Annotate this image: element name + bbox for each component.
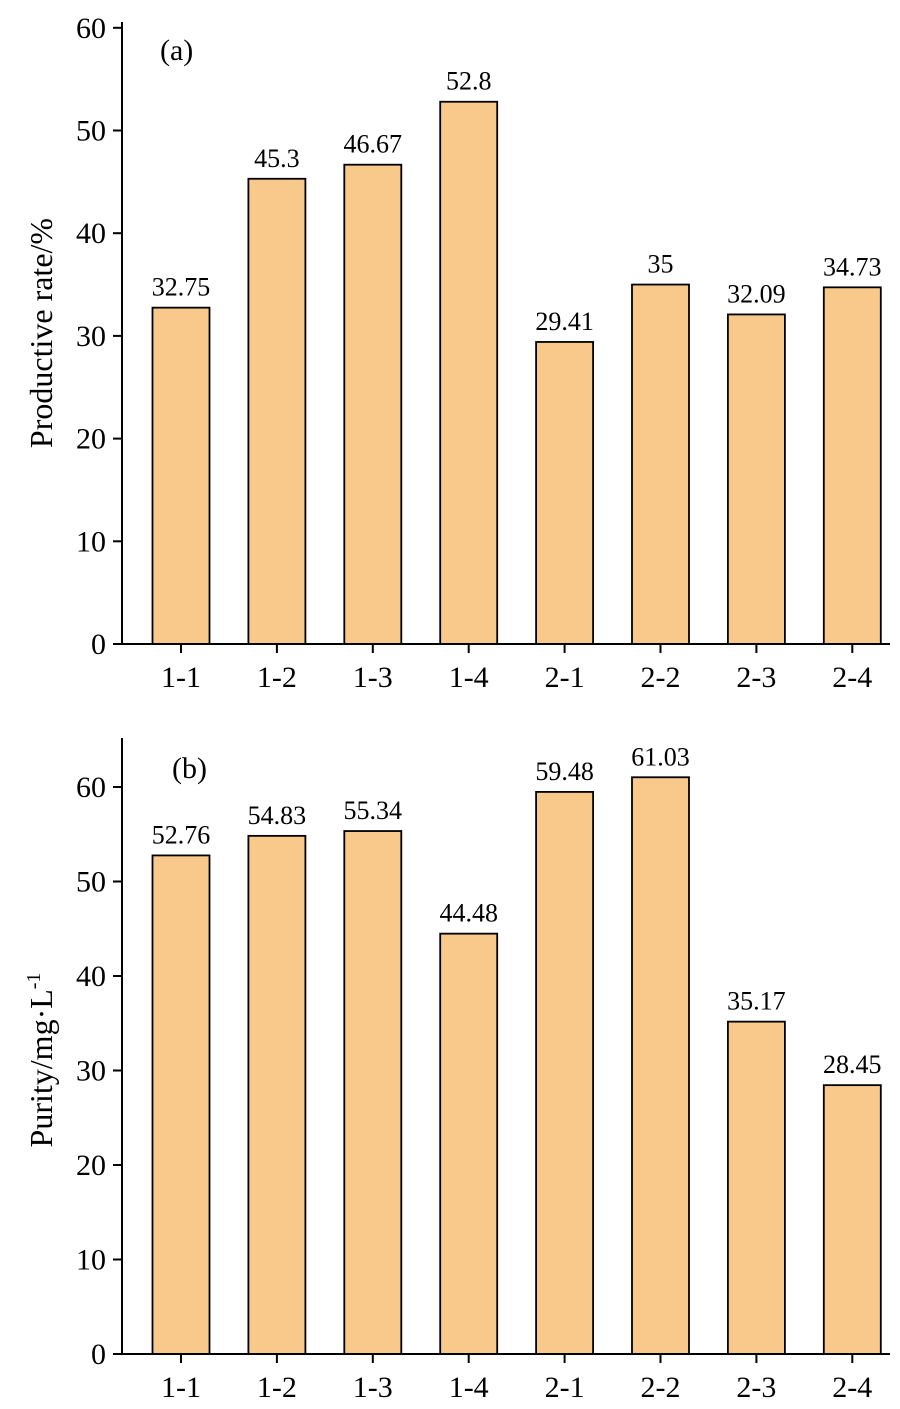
bar-1-1 [151,854,211,1355]
y-tick-label-50: 50 [76,866,106,899]
data-label-1-2: 45.3 [254,144,300,173]
data-label-1-4: 44.48 [439,899,498,928]
y-tick-label-0: 0 [91,1338,106,1371]
data-label-2-3: 32.09 [727,279,786,308]
x-tick-label-1-2: 1-2 [257,661,297,694]
data-label-2-2: 35 [648,250,674,279]
y-tick-label-30: 30 [76,1055,106,1088]
x-tick-label-1-4: 1-4 [449,661,489,694]
x-tick-label-1-2: 1-2 [257,1371,297,1404]
bar-2-1 [535,341,594,645]
x-tick-label-1-3: 1-3 [353,661,393,694]
x-tick-label-1-1: 1-1 [161,661,201,694]
data-label-1-4: 52.8 [446,67,492,96]
y-tick-label-0: 0 [91,628,106,661]
y-tick-label-30: 30 [76,320,106,353]
y-tick-label-20: 20 [76,423,106,456]
bar-1-4 [439,932,499,1355]
y-tick-label-60: 60 [76,771,106,804]
data-label-2-1: 29.41 [535,307,594,336]
x-tick-label-2-2: 2-2 [641,661,681,694]
bar-2-4 [822,1084,882,1355]
y-axis-title: Productive rate/% [23,218,59,448]
y-tick-label-50: 50 [76,115,106,148]
x-tick-label-1-3: 1-3 [353,1371,393,1404]
y-tick-label-40: 40 [76,217,106,250]
data-label-2-4: 34.73 [823,252,882,281]
data-label-1-1: 52.76 [152,820,211,849]
bar-2-1 [535,791,594,1355]
chart-panel-a: 32.75 1-1 45.3 1-2 46.67 1-3 52.8 1-4 29.41 2-1 35… [23,12,890,694]
x-tick-label-1-4: 1-4 [449,1371,489,1404]
x-tick-label-2-3: 2-3 [736,1371,776,1404]
data-label-2-1: 59.48 [535,757,594,786]
bar-2-4 [822,286,882,645]
y-tick-label-60: 60 [76,12,106,45]
x-tick-label-2-1: 2-1 [545,1371,585,1404]
panel-label: (a) [160,34,193,67]
bar-1-3 [343,163,403,645]
bar-1-2 [247,177,307,645]
x-tick-label-2-3: 2-3 [736,661,776,694]
bar-1-1 [151,306,211,645]
y-tick-label-40: 40 [76,960,106,993]
data-label-1-3: 46.67 [344,130,403,159]
data-label-2-2: 61.03 [631,742,690,771]
y-tick-label-10: 10 [76,1244,106,1277]
data-label-1-3: 55.34 [344,796,403,825]
x-tick-label-2-4: 2-4 [832,1371,872,1404]
chart-panel-b: 52.76 1-1 54.83 1-2 55.34 1-3 44.48 1-4 59.48 2-1… [23,738,890,1404]
bar-2-3 [727,1020,786,1355]
bar-1-3 [343,830,403,1355]
bar-2-3 [727,313,786,645]
x-tick-label-2-2: 2-2 [641,1371,681,1404]
data-label-1-2: 54.83 [248,801,307,830]
bar-1-2 [247,834,307,1355]
y-axis-title: Purity/mg·L-1 [23,973,59,1148]
x-tick-label-2-1: 2-1 [545,661,585,694]
bar-2-2 [631,283,690,645]
x-tick-label-2-4: 2-4 [832,661,872,694]
data-label-2-4: 28.45 [823,1050,882,1079]
panel-label: (b) [172,752,207,785]
y-tick-label-20: 20 [76,1149,106,1182]
data-label-1-1: 32.75 [152,273,211,302]
bar-1-4 [439,100,499,645]
data-label-2-3: 35.17 [727,987,786,1016]
x-tick-label-1-1: 1-1 [161,1371,201,1404]
bar-2-2 [631,776,690,1355]
y-tick-label-10: 10 [76,525,106,558]
